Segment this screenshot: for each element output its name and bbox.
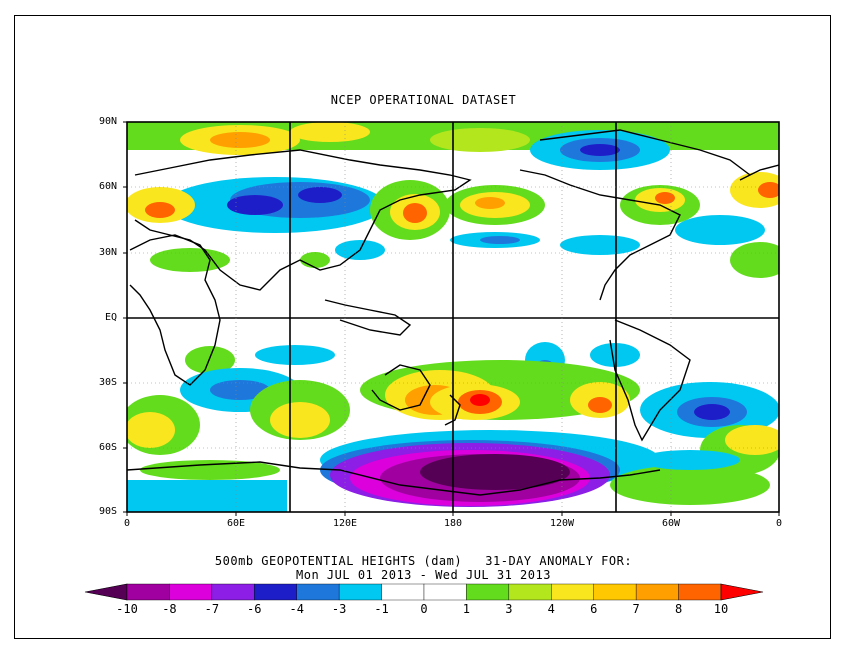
colorbar-swatch bbox=[381, 583, 425, 601]
colorbar-right-arrow bbox=[720, 583, 764, 601]
lat-label: 60N bbox=[99, 181, 118, 192]
lon-label: 120E bbox=[333, 518, 358, 529]
colorbar-tick-label: 8 bbox=[674, 602, 683, 616]
lon-label: 0 bbox=[776, 518, 783, 529]
axis-ticks bbox=[123, 121, 780, 516]
colorbar-tick-label: 1 bbox=[462, 602, 471, 616]
colorbar-swatch bbox=[338, 583, 382, 601]
colorbar-swatch bbox=[169, 583, 213, 601]
lon-label: 60E bbox=[227, 518, 246, 529]
colorbar-swatch bbox=[126, 583, 170, 601]
colorbar-tick-label: 7 bbox=[632, 602, 640, 616]
colorbar-tick-label: 3 bbox=[505, 602, 513, 616]
colorbar-tick-label: -8 bbox=[162, 602, 177, 616]
colorbar-swatch bbox=[678, 583, 722, 601]
lat-label: EQ bbox=[105, 312, 118, 323]
grid-lines bbox=[127, 122, 779, 512]
lat-label: 90N bbox=[99, 116, 118, 127]
colorbar-tick-label: 4 bbox=[547, 602, 555, 616]
colorbar-swatch bbox=[211, 583, 255, 601]
lon-label: 120W bbox=[550, 518, 575, 529]
colorbar-tick-label: 6 bbox=[590, 602, 598, 616]
colorbar-swatch bbox=[635, 583, 679, 601]
colorbar-swatch bbox=[423, 583, 467, 601]
lat-label: 30N bbox=[99, 247, 118, 258]
colorbar-tick-label: -4 bbox=[289, 602, 304, 616]
colorbar-tick-label: -6 bbox=[247, 602, 262, 616]
lon-label: 60W bbox=[662, 518, 681, 529]
colorbar-tick-label: -1 bbox=[374, 602, 389, 616]
colorbar-left-arrow bbox=[84, 583, 128, 601]
color-scale-legend-icon bbox=[84, 583, 764, 601]
colorbar-tick-label: -3 bbox=[331, 602, 347, 616]
colorbar-swatch bbox=[551, 583, 594, 601]
lon-label: 0 bbox=[124, 518, 131, 529]
caption-line-2: Mon JUL 01 2013 - Wed JUL 31 2013 bbox=[296, 568, 551, 582]
colorbar-tick-label: -7 bbox=[204, 602, 220, 616]
colorbar-swatch bbox=[593, 583, 637, 601]
colorbar-swatch bbox=[296, 583, 340, 601]
colorbar-swatch bbox=[466, 583, 510, 601]
caption-line-1: 500mb GEOPOTENTIAL HEIGHTS (dam) 31-DAY … bbox=[214, 554, 633, 568]
colorbar-tick-label: 10 bbox=[713, 602, 729, 616]
colorbar-tick-label: -10 bbox=[116, 602, 138, 616]
colorbar-tick-label: 0 bbox=[420, 602, 428, 616]
colorbar-swatch bbox=[508, 583, 552, 601]
figure-frame bbox=[14, 15, 831, 639]
colorbar-swatch bbox=[254, 583, 297, 601]
lon-label: 180 bbox=[444, 518, 463, 529]
anomaly-field bbox=[127, 122, 779, 512]
coastlines bbox=[127, 129, 779, 496]
lat-label: 60S bbox=[99, 442, 118, 453]
dotted-grid bbox=[127, 122, 779, 512]
lat-label: 30S bbox=[99, 377, 118, 388]
figure-title: NCEP OPERATIONAL DATASET bbox=[330, 93, 517, 107]
lat-label: 90S bbox=[99, 506, 118, 517]
